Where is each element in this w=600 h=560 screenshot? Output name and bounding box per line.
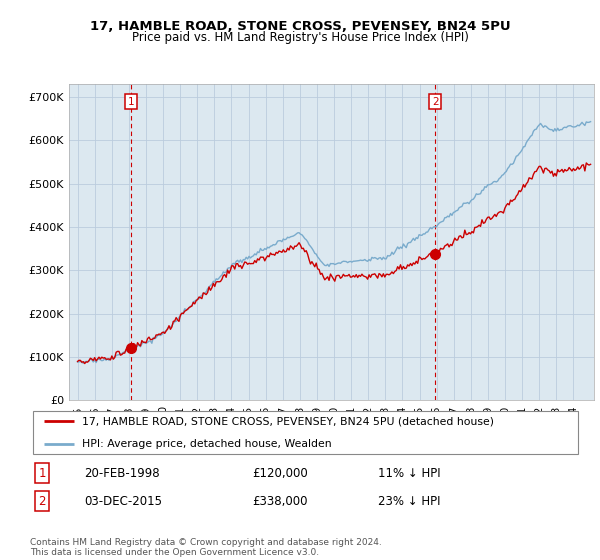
Text: 20-FEB-1998: 20-FEB-1998: [84, 466, 160, 480]
Text: 03-DEC-2015: 03-DEC-2015: [84, 494, 162, 508]
Text: 17, HAMBLE ROAD, STONE CROSS, PEVENSEY, BN24 5PU (detached house): 17, HAMBLE ROAD, STONE CROSS, PEVENSEY, …: [82, 416, 494, 426]
Text: 2: 2: [38, 494, 46, 508]
Text: Contains HM Land Registry data © Crown copyright and database right 2024.
This d: Contains HM Land Registry data © Crown c…: [30, 538, 382, 557]
Text: 23% ↓ HPI: 23% ↓ HPI: [378, 494, 440, 508]
FancyBboxPatch shape: [33, 410, 578, 455]
Text: 11% ↓ HPI: 11% ↓ HPI: [378, 466, 440, 480]
Text: 17, HAMBLE ROAD, STONE CROSS, PEVENSEY, BN24 5PU: 17, HAMBLE ROAD, STONE CROSS, PEVENSEY, …: [89, 20, 511, 32]
Text: 2: 2: [432, 97, 439, 106]
Text: £338,000: £338,000: [252, 494, 308, 508]
Text: 1: 1: [38, 466, 46, 480]
Text: HPI: Average price, detached house, Wealden: HPI: Average price, detached house, Weal…: [82, 439, 332, 449]
Text: £120,000: £120,000: [252, 466, 308, 480]
Text: Price paid vs. HM Land Registry's House Price Index (HPI): Price paid vs. HM Land Registry's House …: [131, 31, 469, 44]
Text: 1: 1: [128, 97, 134, 106]
